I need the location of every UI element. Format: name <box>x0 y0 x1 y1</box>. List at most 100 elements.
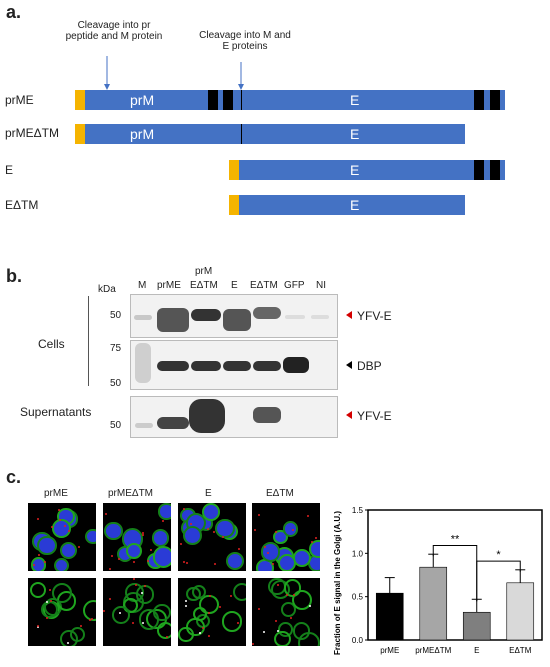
signal-puncta <box>143 584 146 587</box>
y-tick-label: 0.5 <box>352 593 364 602</box>
blot-band <box>253 407 281 423</box>
signal-puncta <box>36 517 39 520</box>
cell-nucleus <box>158 503 171 520</box>
signal-puncta <box>221 535 224 538</box>
e-segment-label: E <box>350 162 360 178</box>
lane-label-ni: NI <box>316 280 326 291</box>
cell-nucleus <box>59 541 78 560</box>
bar <box>462 611 491 641</box>
mic-col-label-e: E <box>205 488 212 499</box>
cells-bracket <box>88 296 89 386</box>
signal-puncta <box>218 606 221 609</box>
signal-puncta <box>131 622 134 625</box>
signal-puncta <box>80 624 83 627</box>
blot-cells-yfve <box>130 294 338 338</box>
blot-band <box>157 308 189 332</box>
prm-segment-label: prM <box>130 92 155 108</box>
cell-nucleus <box>125 542 142 559</box>
signal-puncta <box>108 568 111 571</box>
kda-label: kDa <box>98 284 116 295</box>
signal-puncta <box>277 630 280 633</box>
cell-nucleus <box>309 539 320 559</box>
cell-nucleus <box>152 546 171 568</box>
me-cleavage-arrowhead <box>238 84 244 90</box>
lane-label-prmedtm-bottom: EΔTM <box>190 280 218 291</box>
signal-puncta <box>263 630 266 633</box>
cell-nucleus <box>226 551 245 571</box>
blot-band <box>191 309 221 321</box>
signal-puncta <box>229 594 232 597</box>
row-label-prme: prME <box>5 93 34 107</box>
cell-nucleus <box>215 518 235 539</box>
construct-prmedtm <box>75 124 465 144</box>
signal-puncta <box>208 612 211 615</box>
prm-segment-label: prM <box>130 126 155 142</box>
signal-puncta <box>277 583 280 586</box>
signal-puncta <box>274 619 277 622</box>
signal-puncta <box>258 607 261 610</box>
mic-col-label-prme: prME <box>44 488 68 499</box>
blot-band <box>189 399 225 433</box>
lane-label-prmedtm-top: prM <box>195 266 213 277</box>
cell-nucleus <box>37 535 57 555</box>
signal-puncta <box>208 594 211 597</box>
signal-puncta <box>257 513 260 516</box>
blot-band <box>253 307 281 319</box>
signal-puncta <box>274 530 277 533</box>
blot-band <box>135 343 151 383</box>
cell-nucleus <box>183 526 202 546</box>
e-segment-label: E <box>350 126 360 142</box>
blot-band <box>223 361 251 371</box>
tm-domain <box>223 90 233 110</box>
signal-puncta <box>43 561 46 564</box>
blot-band <box>223 309 251 331</box>
cell-nucleus <box>232 583 246 602</box>
construct-e <box>229 160 505 180</box>
signal-puncta <box>212 530 215 533</box>
signal-puncta <box>306 514 309 517</box>
signal-puncta <box>254 528 257 531</box>
cell-nucleus <box>51 519 71 539</box>
signal-peptide <box>75 90 85 110</box>
signal-puncta <box>179 542 182 545</box>
cell-nucleus <box>292 589 313 610</box>
signal-puncta <box>49 588 52 591</box>
mic-col-label-edtm: EΔTM <box>266 488 294 499</box>
cell-nucleus <box>280 602 296 618</box>
x-tick-label: prME <box>380 646 399 655</box>
signal-puncta <box>46 601 49 604</box>
blot-band <box>191 361 221 371</box>
signal-peptide <box>229 195 239 215</box>
blot2-target: DBP <box>357 359 382 373</box>
signal-puncta <box>293 594 296 597</box>
signal-puncta <box>315 536 318 539</box>
blot3-marker-50: 50 <box>110 420 122 431</box>
micrograph-image <box>103 578 171 646</box>
cell-nucleus <box>298 631 320 646</box>
signal-puncta <box>184 605 187 608</box>
cell-nucleus <box>186 586 201 602</box>
signal-puncta <box>185 562 188 565</box>
micrograph-image <box>178 503 246 571</box>
construct-edtm <box>229 195 465 215</box>
signal-puncta <box>91 618 94 621</box>
blot2-marker-50: 50 <box>110 378 122 389</box>
panel-b-letter: b. <box>6 266 22 286</box>
cells-label: Cells <box>38 337 65 351</box>
signal-puncta <box>185 599 188 602</box>
blot2-marker-75: 75 <box>110 343 122 354</box>
signal-puncta <box>149 549 152 552</box>
signal-puncta <box>133 578 136 581</box>
signal-puncta <box>272 562 275 565</box>
red-arrow-icon <box>346 311 352 319</box>
significance-bracket <box>476 560 521 602</box>
supernatants-label: Supernatants <box>20 405 92 419</box>
cell-nucleus <box>283 578 302 597</box>
lane-label-gfp: GFP <box>284 280 305 291</box>
tm-domain <box>474 90 484 110</box>
micrograph-image <box>28 503 96 571</box>
signal-puncta <box>183 561 186 564</box>
tm-domain <box>474 160 484 180</box>
signal-puncta <box>64 524 67 527</box>
tm-domain <box>490 160 500 180</box>
